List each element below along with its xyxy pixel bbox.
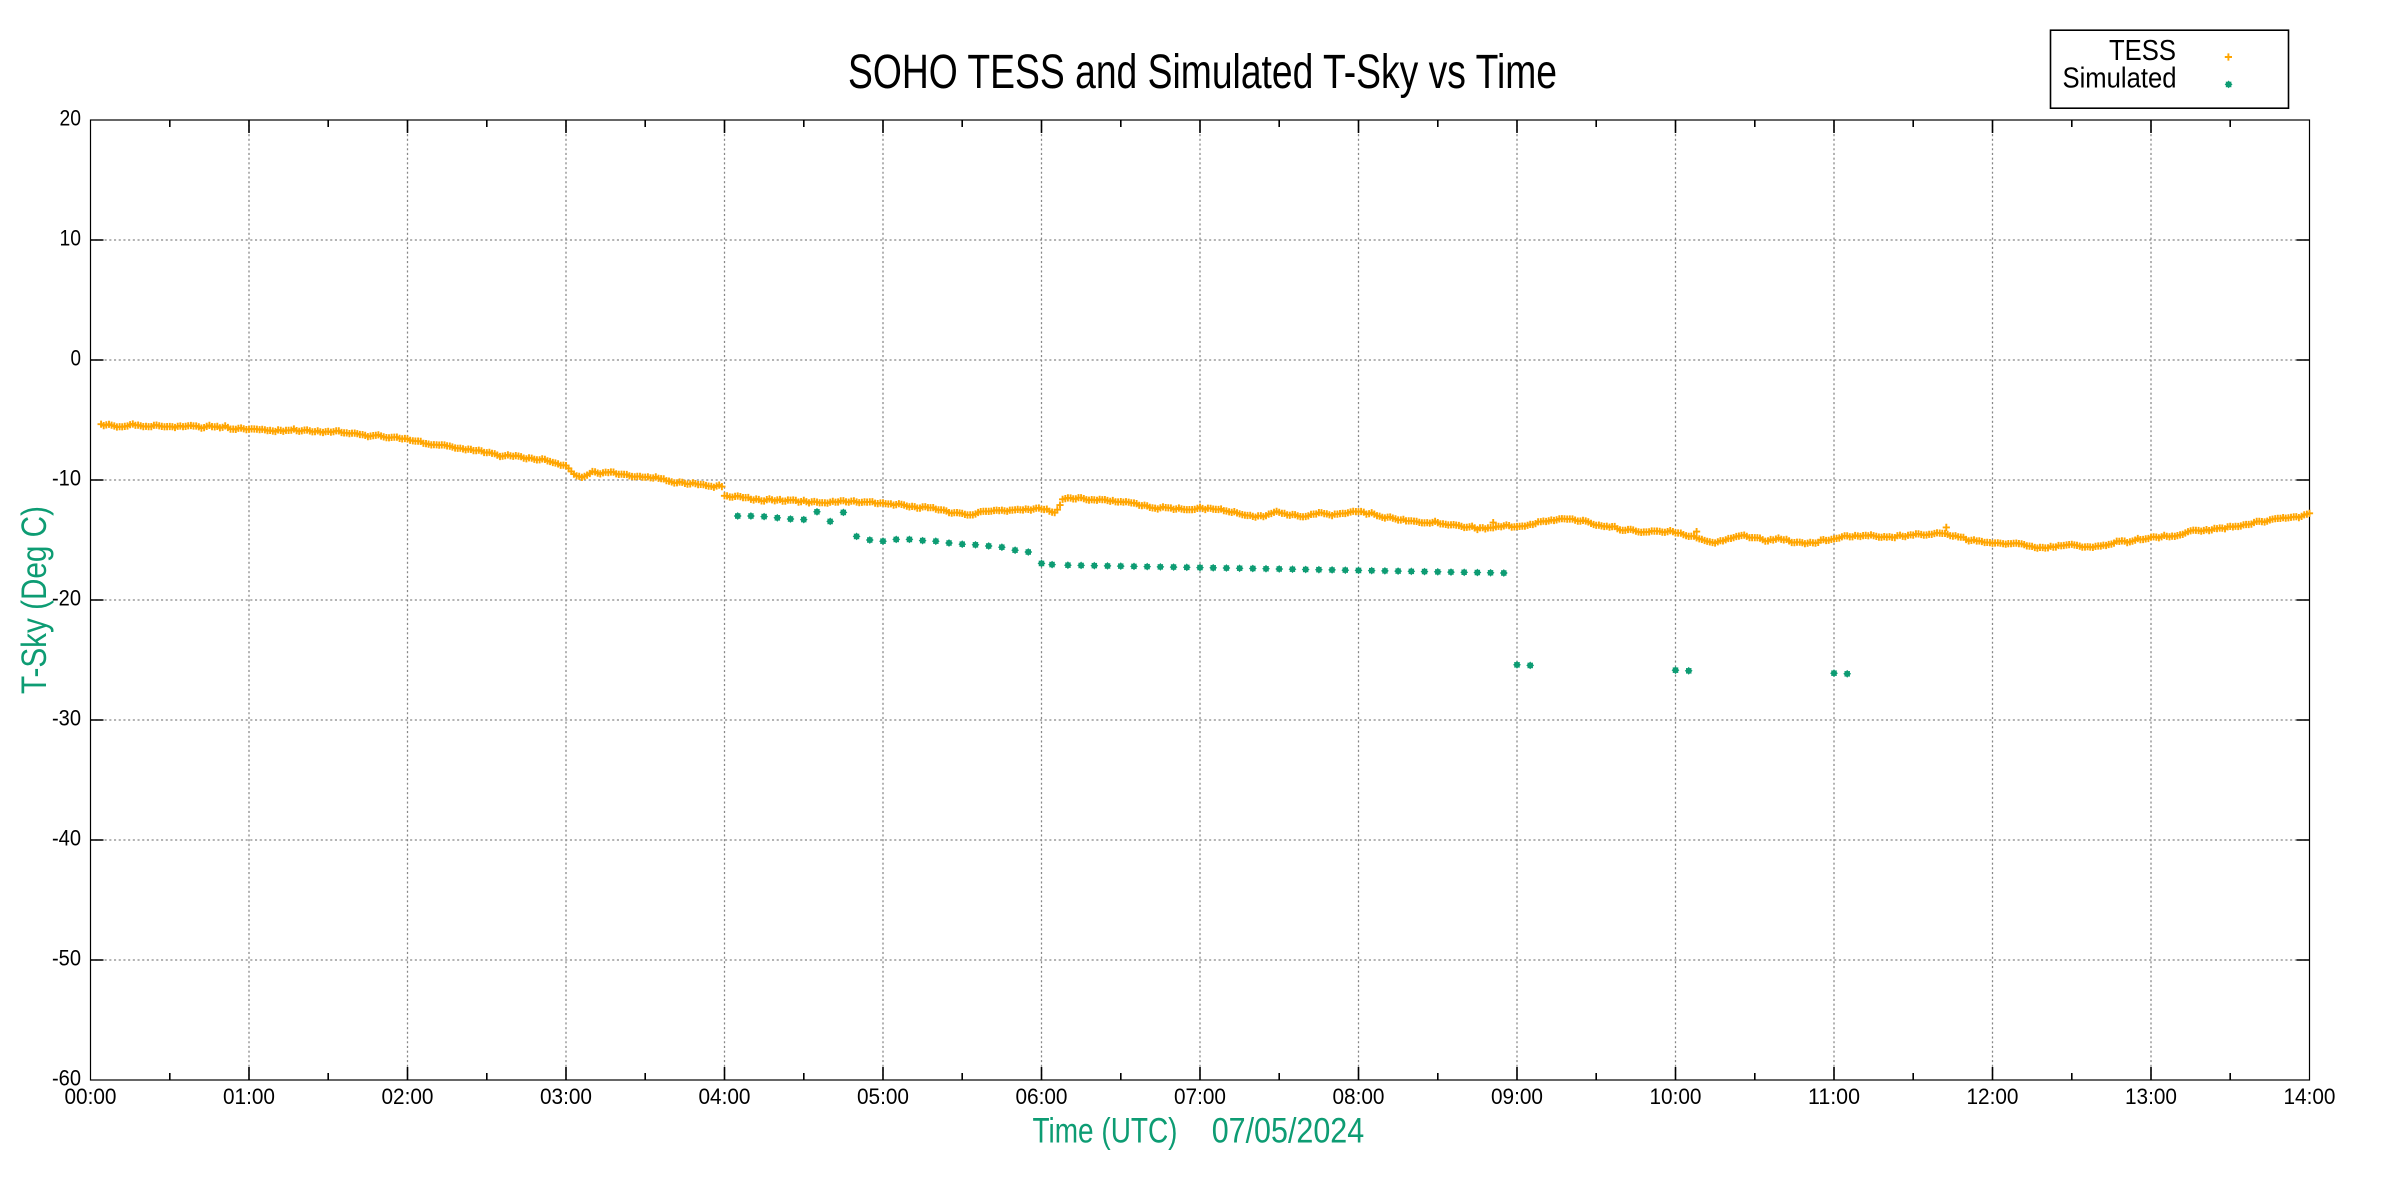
svg-text:-10: -10 <box>52 466 81 491</box>
svg-text:13:00: 13:00 <box>2125 1084 2177 1109</box>
svg-text:Simulated: Simulated <box>2063 63 2177 95</box>
svg-text:05:00: 05:00 <box>857 1084 909 1109</box>
svg-text:01:00: 01:00 <box>223 1084 275 1109</box>
svg-text:03:00: 03:00 <box>540 1084 592 1109</box>
svg-text:0: 0 <box>71 346 82 371</box>
svg-text:04:00: 04:00 <box>699 1084 751 1109</box>
svg-text:08:00: 08:00 <box>1333 1084 1385 1109</box>
svg-text:-30: -30 <box>52 706 81 731</box>
svg-text:00:00: 00:00 <box>65 1084 117 1109</box>
svg-text:TESS: TESS <box>2109 35 2176 67</box>
svg-text:-40: -40 <box>52 826 81 851</box>
svg-text:20: 20 <box>60 106 82 131</box>
svg-text:SOHO TESS and Simulated T-Sky: SOHO TESS and Simulated T-Sky vs Time <box>848 46 1557 99</box>
svg-text:07/05/2024: 07/05/2024 <box>1212 1112 1365 1151</box>
svg-text:-60: -60 <box>52 1066 81 1091</box>
svg-text:09:00: 09:00 <box>1491 1084 1543 1109</box>
svg-text:06:00: 06:00 <box>1016 1084 1068 1109</box>
svg-text:07:00: 07:00 <box>1174 1084 1226 1109</box>
svg-text:14:00: 14:00 <box>2284 1084 2336 1109</box>
svg-text:10:00: 10:00 <box>1650 1084 1702 1109</box>
svg-text:10: 10 <box>60 226 82 251</box>
svg-text:11:00: 11:00 <box>1808 1084 1860 1109</box>
svg-text:-20: -20 <box>52 586 81 611</box>
svg-text:T-Sky (Deg C): T-Sky (Deg C) <box>15 506 54 694</box>
svg-text:02:00: 02:00 <box>382 1084 434 1109</box>
svg-text:12:00: 12:00 <box>1967 1084 2019 1109</box>
svg-text:-50: -50 <box>52 946 81 971</box>
svg-text:Time (UTC): Time (UTC) <box>1033 1112 1178 1151</box>
